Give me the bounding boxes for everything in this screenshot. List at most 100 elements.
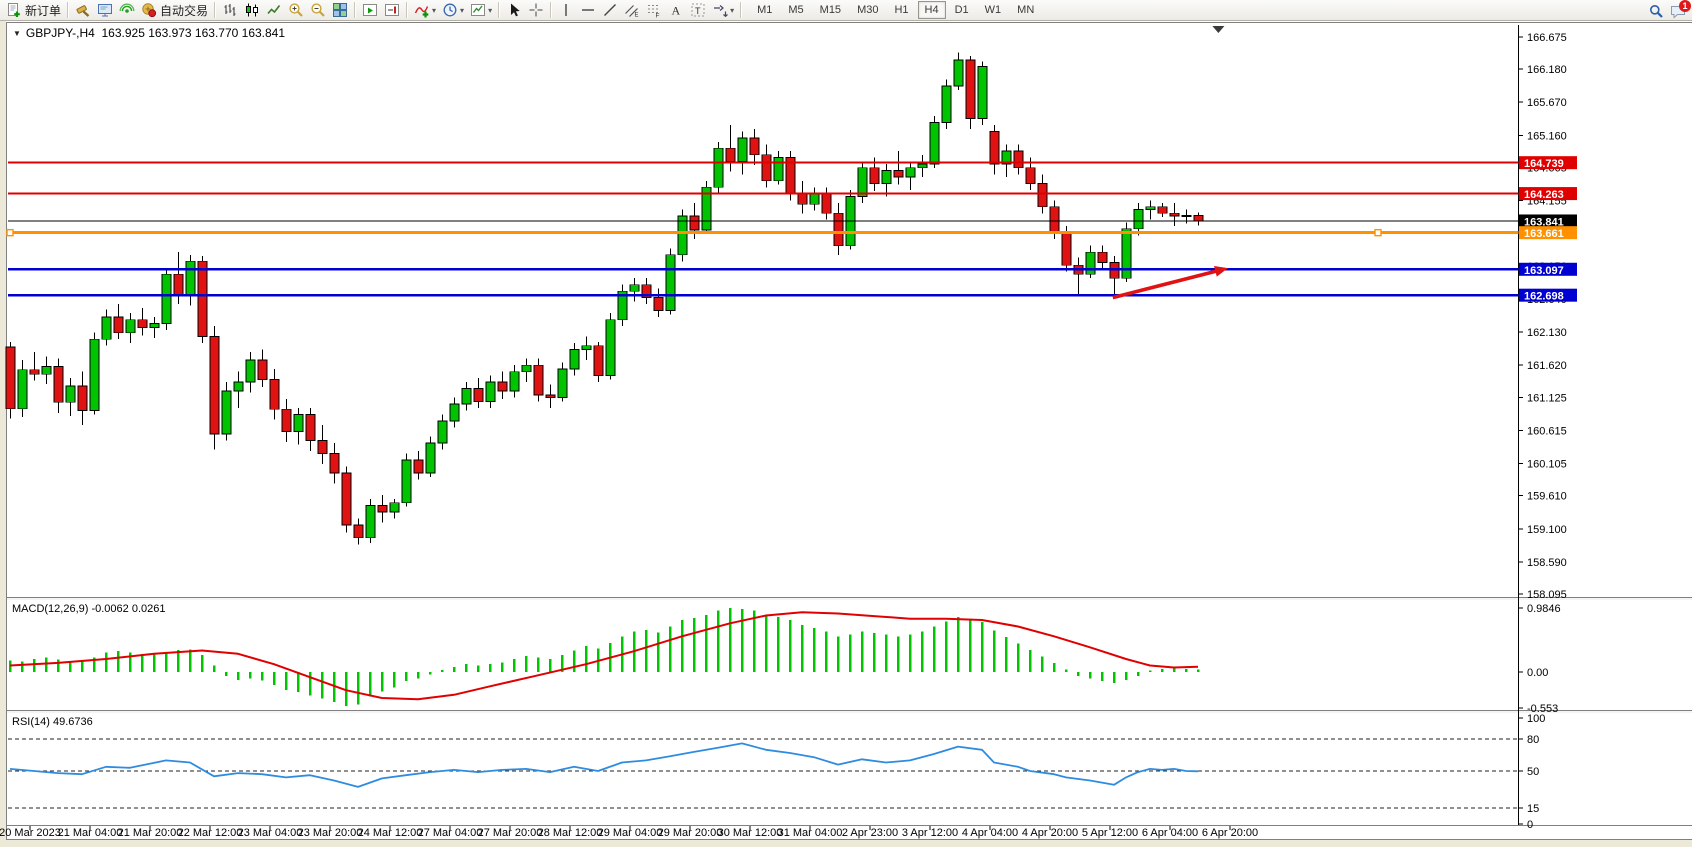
linechart-icon <box>266 2 282 18</box>
bar-chart-button[interactable] <box>219 1 241 20</box>
candle-body <box>725 147 736 162</box>
timeframe-m15[interactable]: M15 <box>819 4 842 16</box>
indicators-button[interactable]: ▾ <box>411 1 439 20</box>
time-axis-label: 3 Apr 12:00 <box>902 827 958 839</box>
timeframe-h1[interactable]: H1 <box>894 4 909 16</box>
candle-body <box>401 459 412 504</box>
zoom-in-button[interactable] <box>285 1 307 20</box>
candle-body <box>1037 182 1048 208</box>
periods-button[interactable]: ▾ <box>439 1 467 20</box>
timeframe-h4[interactable]: H4 <box>917 1 946 19</box>
candle-body <box>485 381 496 402</box>
time-axis-label: 24 Mar 12:00 <box>358 827 423 839</box>
candle-body <box>245 359 256 383</box>
candle-body <box>353 524 364 539</box>
candle-chart-button[interactable] <box>241 1 263 20</box>
candle-body <box>257 359 268 380</box>
new-order-button[interactable]: 新订单 <box>3 1 64 20</box>
trendline-button[interactable] <box>599 1 621 20</box>
crosshair-button[interactable] <box>525 1 547 20</box>
candle-body <box>893 170 904 178</box>
fibonacci-button[interactable]: F <box>643 1 665 20</box>
timeframe-m30[interactable]: M30 <box>857 4 879 16</box>
candle-body <box>173 273 184 296</box>
template-icon <box>470 2 486 18</box>
line-handle[interactable] <box>6 228 14 237</box>
candle-body <box>209 336 220 435</box>
svg-text:-0.553: -0.553 <box>1527 703 1558 715</box>
svg-text:15: 15 <box>1527 803 1539 815</box>
timeframe-bar: M1 M5 M15 M30 H1 H4 D1 W1 MN <box>749 1 1042 19</box>
timeframe-w1[interactable]: W1 <box>984 4 1002 16</box>
candle-body <box>941 85 952 123</box>
svg-text:0: 0 <box>1527 819 1533 831</box>
market-button[interactable] <box>72 1 94 20</box>
signals-button[interactable] <box>116 1 138 20</box>
autotrading-button[interactable]: 自动交易 <box>138 1 211 20</box>
search-button[interactable] <box>1648 3 1664 19</box>
timeframe-d1[interactable]: D1 <box>954 4 969 16</box>
time-axis-label: 21 Mar 04:00 <box>58 827 123 839</box>
line-handle[interactable] <box>1374 228 1382 237</box>
zoom-out-button[interactable] <box>307 1 329 20</box>
candle-body <box>149 323 160 328</box>
candle-body <box>713 147 724 188</box>
candle-body <box>497 381 508 392</box>
label-button[interactable]: T <box>687 1 709 20</box>
arrow-annotation[interactable] <box>1112 266 1228 300</box>
notifications-button[interactable]: 1 <box>1670 0 1691 19</box>
candle-body <box>233 381 244 392</box>
timeframe-m1[interactable]: M1 <box>757 4 773 16</box>
candle-body <box>377 504 388 513</box>
terminal-button[interactable] <box>94 1 116 20</box>
candle-body <box>989 131 1000 165</box>
candle-body <box>857 167 868 197</box>
symbol-dropdown-icon[interactable]: ▼ <box>13 28 21 38</box>
toolbar-separator <box>67 2 70 18</box>
shapes-button[interactable]: ▾ <box>709 1 737 20</box>
vline-icon <box>558 2 574 18</box>
candle-body <box>5 346 16 410</box>
rsi-scale: 100 80 50 15 0 <box>1518 713 1545 831</box>
dropdown-caret-icon: ▾ <box>730 5 735 15</box>
candle-body <box>329 453 340 474</box>
candle-body <box>1013 150 1024 169</box>
line-chart-button[interactable] <box>263 1 285 20</box>
candle-body <box>293 414 304 432</box>
candle-body <box>569 349 580 370</box>
candle-body <box>1133 208 1144 230</box>
cursor-button[interactable] <box>503 1 525 20</box>
candle-body <box>185 260 196 296</box>
candle-body <box>1001 150 1012 165</box>
dropdown-caret-icon: ▾ <box>460 5 465 15</box>
vline-button[interactable] <box>555 1 577 20</box>
svg-text:0.00: 0.00 <box>1527 667 1548 679</box>
auto-scroll-button[interactable] <box>359 1 381 20</box>
gavel-icon <box>75 2 91 18</box>
timeframe-m5[interactable]: M5 <box>788 4 804 16</box>
candle-body <box>461 388 472 405</box>
price-tick-label: 162.130 <box>1527 327 1567 339</box>
time-axis-label: 23 Mar 04:00 <box>238 827 303 839</box>
tile-windows-button[interactable] <box>329 1 351 20</box>
text-button[interactable]: A <box>665 1 687 20</box>
rsi-indicator-label: RSI(14) 49.6736 <box>12 716 93 728</box>
candle-body <box>881 170 892 184</box>
chart-shift-marker[interactable] <box>1212 26 1225 33</box>
time-axis-label: 31 Mar 04:00 <box>778 827 843 839</box>
channel-button[interactable]: E <box>621 1 643 20</box>
candle-body <box>1025 167 1036 184</box>
chart-plot-area[interactable] <box>8 25 1515 597</box>
timeframe-mn[interactable]: MN <box>1017 4 1035 16</box>
monitor-icon <box>97 2 113 18</box>
templates-button[interactable]: ▾ <box>467 1 495 20</box>
svg-text:100: 100 <box>1527 713 1545 725</box>
chart-shift-button[interactable] <box>381 1 403 20</box>
time-axis-label: 22 Mar 12:00 <box>178 827 243 839</box>
time-axis-label: 21 Mar 20:00 <box>118 827 183 839</box>
svg-text:E: E <box>635 13 639 19</box>
candle-body <box>677 215 688 256</box>
candle-body <box>89 338 100 412</box>
hline-button[interactable] <box>577 1 599 20</box>
candle-body <box>833 212 844 247</box>
